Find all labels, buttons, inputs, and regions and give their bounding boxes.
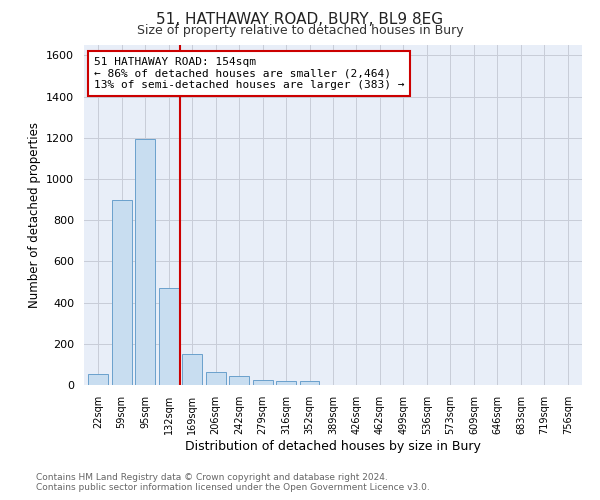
Bar xyxy=(158,288,179,385)
Text: Size of property relative to detached houses in Bury: Size of property relative to detached ho… xyxy=(137,24,463,37)
X-axis label: Distribution of detached houses by size in Bury: Distribution of detached houses by size … xyxy=(185,440,481,452)
Bar xyxy=(182,354,202,385)
Text: Contains HM Land Registry data © Crown copyright and database right 2024.
Contai: Contains HM Land Registry data © Crown c… xyxy=(36,473,430,492)
Text: 51 HATHAWAY ROAD: 154sqm
← 86% of detached houses are smaller (2,464)
13% of sem: 51 HATHAWAY ROAD: 154sqm ← 86% of detach… xyxy=(94,57,404,90)
Bar xyxy=(88,374,108,385)
Y-axis label: Number of detached properties: Number of detached properties xyxy=(28,122,41,308)
Bar xyxy=(206,372,226,385)
Bar xyxy=(112,200,131,385)
Bar xyxy=(253,380,272,385)
Text: 51, HATHAWAY ROAD, BURY, BL9 8EG: 51, HATHAWAY ROAD, BURY, BL9 8EG xyxy=(157,12,443,28)
Bar xyxy=(276,381,296,385)
Bar xyxy=(135,139,155,385)
Bar xyxy=(229,376,249,385)
Bar xyxy=(299,381,319,385)
